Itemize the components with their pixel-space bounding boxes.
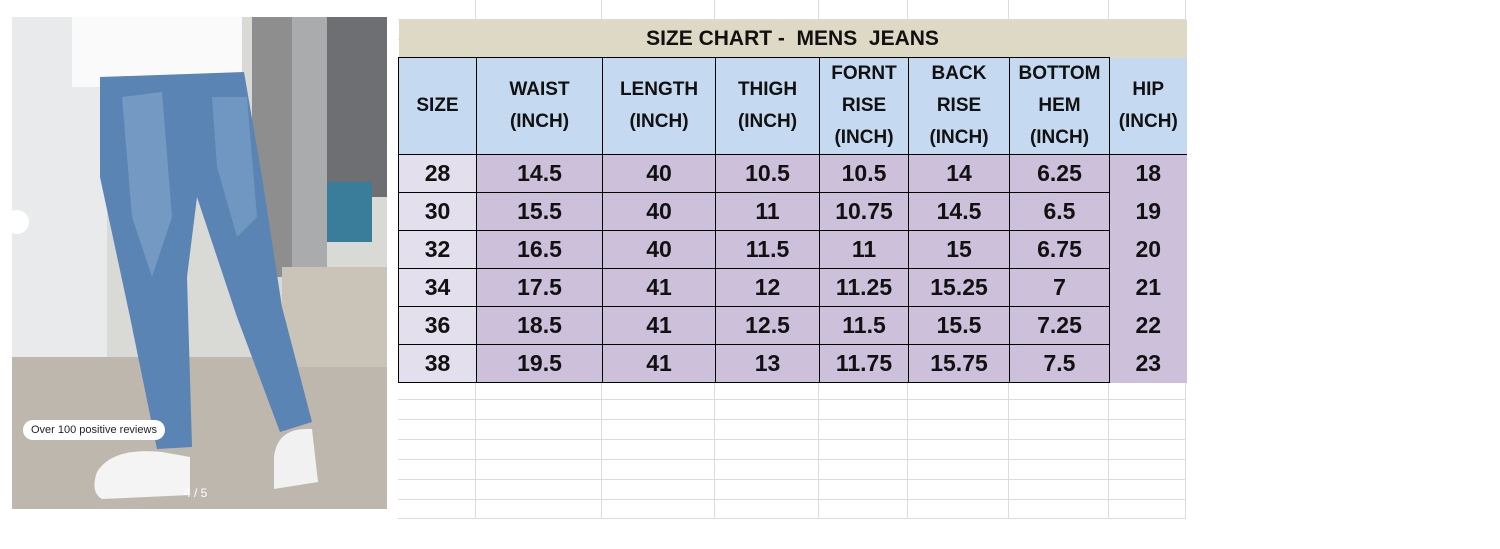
measure-cell: 15.5 [908,306,1010,345]
size-cell: 28 [398,154,477,193]
data-row: 30 15.5 40 11 10.75 14.5 6.5 19 [398,192,1187,231]
size-chart: SIZE CHART - MENS JEANS SIZE WAIST (INCH)… [398,20,1187,383]
measure-cell: 7 [1009,268,1110,307]
measure-cell: 15.25 [908,268,1010,307]
measure-cell: 19 [1109,192,1187,231]
measure-cell: 10.5 [819,154,909,193]
header-cell: WAIST (INCH) [476,57,603,155]
measure-cell: 11.25 [819,268,909,307]
size-cell: 36 [398,306,477,345]
chart-title: SIZE CHART - MENS JEANS [398,20,1187,58]
size-cell: 34 [398,268,477,307]
measure-cell: 7.25 [1009,306,1110,345]
image-pager: 4 / 5 [184,486,208,500]
size-cell: 32 [398,230,477,269]
review-badge: Over 100 positive reviews [23,420,165,440]
measure-cell: 6.25 [1009,154,1110,193]
measure-cell: 40 [602,192,716,231]
measure-cell: 14.5 [908,192,1010,231]
measure-cell: 22 [1109,306,1187,345]
measure-cell: 17.5 [476,268,603,307]
measure-cell: 7.5 [1009,344,1110,383]
size-cell: 38 [398,344,477,383]
measure-cell: 18 [1109,154,1187,193]
measure-cell: 12.5 [715,306,820,345]
measure-cell: 40 [602,154,716,193]
measure-cell: 18.5 [476,306,603,345]
title-row: SIZE CHART - MENS JEANS [398,20,1187,58]
product-photo[interactable]: Over 100 positive reviews 4 / 5 [12,17,387,509]
measure-cell: 15.75 [908,344,1010,383]
measure-cell: 16.5 [476,230,603,269]
measure-cell: 11.5 [715,230,820,269]
measure-cell: 11 [715,192,820,231]
measure-cell: 6.75 [1009,230,1110,269]
measure-cell: 14.5 [476,154,603,193]
header-row: SIZE WAIST (INCH) LENGTH (INCH) THIGH (INCH… [398,57,1187,155]
header-cell: FORNT RISE (INCH) [819,57,909,155]
header-cell: BOTTOM HEM (INCH) [1009,57,1110,155]
measure-cell: 21 [1109,268,1187,307]
measure-cell: 23 [1109,344,1187,383]
measure-cell: 41 [602,306,716,345]
data-row: 36 18.5 41 12.5 11.5 15.5 7.25 22 [398,306,1187,345]
measure-cell: 11.75 [819,344,909,383]
measure-cell: 12 [715,268,820,307]
measure-cell: 15.5 [476,192,603,231]
measure-cell: 14 [908,154,1010,193]
measure-cell: 10.75 [819,192,909,231]
data-row: 34 17.5 41 12 11.25 15.25 7 21 [398,268,1187,307]
header-cell: HIP (INCH) [1109,57,1187,155]
measure-cell: 41 [602,344,716,383]
data-row: 28 14.5 40 10.5 10.5 14 6.25 18 [398,154,1187,193]
header-cell: LENGTH (INCH) [602,57,716,155]
measure-cell: 41 [602,268,716,307]
measure-cell: 11.5 [819,306,909,345]
data-row: 32 16.5 40 11.5 11 15 6.75 20 [398,230,1187,269]
measure-cell: 6.5 [1009,192,1110,231]
measure-cell: 15 [908,230,1010,269]
size-cell: 30 [398,192,477,231]
measure-cell: 10.5 [715,154,820,193]
measure-cell: 19.5 [476,344,603,383]
data-row: 38 19.5 41 13 11.75 15.75 7.5 23 [398,344,1187,383]
measure-cell: 11 [819,230,909,269]
measure-cell: 20 [1109,230,1187,269]
header-cell: THIGH (INCH) [715,57,820,155]
header-cell: SIZE [398,57,477,155]
measure-cell: 13 [715,344,820,383]
header-cell: BACK RISE (INCH) [908,57,1010,155]
measure-cell: 40 [602,230,716,269]
